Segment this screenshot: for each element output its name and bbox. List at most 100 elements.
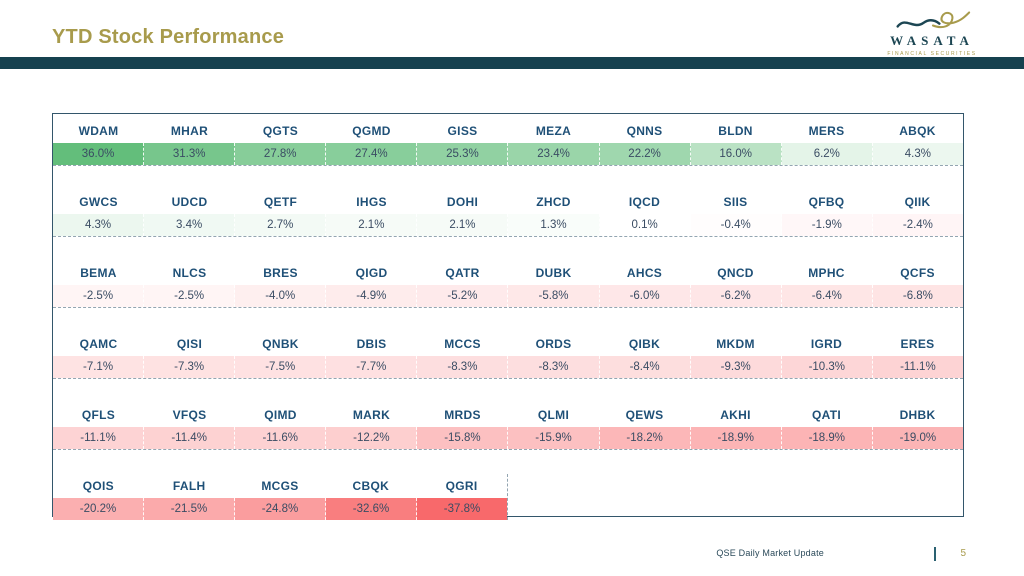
ticker-label: MPHC — [808, 266, 845, 280]
wasata-wave-icon — [896, 11, 971, 29]
value-cell: -4.9% — [326, 285, 418, 307]
value-cell: 4.3% — [872, 143, 963, 165]
ticker-label: ZHCD — [536, 195, 571, 209]
ticker-label: QEWS — [625, 408, 664, 422]
ticker-label: AHCS — [626, 266, 663, 280]
value-cell: 22.2% — [599, 143, 691, 165]
ticker-label: VFQS — [172, 408, 207, 422]
value-cell: -0.4% — [690, 214, 782, 236]
value-row: -11.1% -11.4% -11.6% -12.2% -15.8% -15.9% -18.… — [53, 427, 963, 450]
ticker-label: QATR — [445, 266, 480, 280]
ticker-label: CBQK — [352, 479, 390, 493]
ticker-label: IQCD — [628, 195, 661, 209]
value-row: -20.2% -21.5% -24.8% -32.6% -37.8% — [53, 498, 507, 520]
ticker-label: SIIS — [723, 195, 748, 209]
value-cell: 23.4% — [508, 143, 600, 165]
ticker-label: MCGS — [261, 479, 299, 493]
value-cell: -2.5% — [53, 285, 145, 307]
value-cell: -8.3% — [417, 356, 509, 378]
ticker-label: QIBK — [628, 337, 661, 351]
ticker-label: QNBK — [262, 337, 299, 351]
performance-band: QFLS VFQS QIMD MARK MRDS QLMI QEWS AKHI QATI DHBK… — [53, 403, 963, 450]
ticker-label: QNNS — [626, 124, 663, 138]
value-cell: 27.4% — [326, 143, 418, 165]
value-cell: -19.0% — [872, 427, 963, 449]
value-cell: -10.3% — [781, 356, 873, 378]
ticker-label: QGRI — [445, 479, 478, 493]
ticker-label: MEZA — [535, 124, 572, 138]
page-title: YTD Stock Performance — [52, 26, 285, 48]
value-cell: 27.8% — [235, 143, 327, 165]
ticker-label: MRDS — [444, 408, 481, 422]
value-cell: -11.1% — [872, 356, 963, 378]
value-cell: 1.3% — [508, 214, 600, 236]
logo-wordmark: WASATA — [890, 33, 974, 48]
value-cell: 4.3% — [53, 214, 145, 236]
ticker-label: QCFS — [900, 266, 935, 280]
ticker-label: GWCS — [79, 195, 118, 209]
value-row: -7.1% -7.3% -7.5% -7.7% -8.3% -8.3% -8.4% -9.3%… — [53, 356, 963, 379]
ticker-label: QATI — [812, 408, 841, 422]
ticker-label: ABQK — [899, 124, 936, 138]
value-cell: -15.9% — [508, 427, 600, 449]
ticker-label: IGRD — [810, 337, 843, 351]
value-cell: 6.2% — [781, 143, 873, 165]
value-cell: 2.1% — [326, 214, 418, 236]
performance-band: QOIS FALH MCGS CBQK QGRI -20.2% -21.5% -24.8% -3… — [53, 474, 508, 520]
ticker-label: QLMI — [537, 408, 570, 422]
ticker-label: DBIS — [356, 337, 387, 351]
ticker-row: WDAM MHAR QGTS QGMD GISS MEZA QNNS BLDN MERS ABQK — [53, 119, 963, 143]
ticker-label: QFBQ — [808, 195, 845, 209]
ticker-label: ERES — [900, 337, 935, 351]
ticker-label: QIIK — [904, 195, 931, 209]
performance-table: WDAM MHAR QGTS QGMD GISS MEZA QNNS BLDN MERS ABQK… — [52, 113, 964, 520]
ticker-label: FALH — [172, 479, 206, 493]
value-row: 4.3% 3.4% 2.7% 2.1% 2.1% 1.3% 0.1% -0.4% -1.9% -2… — [53, 214, 963, 237]
value-cell: -20.2% — [53, 498, 144, 520]
value-cell: -9.3% — [690, 356, 782, 378]
ticker-label: DOHI — [446, 195, 479, 209]
ticker-label: WDAM — [78, 124, 119, 138]
performance-band: QAMC QISI QNBK DBIS MCCS ORDS QIBK MKDM IGRD ERES… — [53, 332, 963, 379]
footer-divider — [934, 547, 936, 561]
value-cell: 31.3% — [144, 143, 236, 165]
value-cell: -24.8% — [235, 498, 326, 520]
ticker-label: QFLS — [81, 408, 116, 422]
ticker-label: QOIS — [82, 479, 114, 493]
value-cell: 25.3% — [417, 143, 509, 165]
ticker-label: QAMC — [79, 337, 118, 351]
ticker-label: QIGD — [355, 266, 388, 280]
value-cell: -7.1% — [53, 356, 145, 378]
title-accent-bar — [0, 57, 1024, 69]
ticker-label: UDCD — [171, 195, 208, 209]
ticker-label: ORDS — [535, 337, 572, 351]
value-cell: -6.4% — [781, 285, 873, 307]
value-cell: -18.9% — [781, 427, 873, 449]
value-cell: -7.3% — [144, 356, 236, 378]
ticker-label: DHBK — [899, 408, 936, 422]
value-cell: 2.7% — [235, 214, 327, 236]
ticker-label: MHAR — [170, 124, 209, 138]
value-cell: -8.3% — [508, 356, 600, 378]
wasata-logo: WASATA FINANCIAL SECURITIES — [864, 6, 1000, 57]
value-cell: -18.2% — [599, 427, 691, 449]
value-cell: -11.4% — [144, 427, 236, 449]
ticker-label: MARK — [352, 408, 391, 422]
performance-band: WDAM MHAR QGTS QGMD GISS MEZA QNNS BLDN MERS ABQK… — [53, 119, 963, 166]
value-cell: -7.7% — [326, 356, 418, 378]
ticker-label: NLCS — [172, 266, 207, 280]
value-cell: -7.5% — [235, 356, 327, 378]
value-cell: -2.4% — [872, 214, 963, 236]
ticker-label: QGMD — [352, 124, 391, 138]
value-cell: -12.2% — [326, 427, 418, 449]
value-cell: -6.8% — [872, 285, 963, 307]
footer-label: QSE Daily Market Update — [716, 548, 824, 558]
ticker-label: BEMA — [80, 266, 117, 280]
ticker-row: QAMC QISI QNBK DBIS MCCS ORDS QIBK MKDM IGRD ERES — [53, 332, 963, 356]
ticker-label: AKHI — [720, 408, 751, 422]
value-cell: 3.4% — [144, 214, 236, 236]
value-cell: -15.8% — [417, 427, 509, 449]
ticker-label: QNCD — [717, 266, 754, 280]
ticker-label: QGTS — [262, 124, 299, 138]
value-cell: -6.2% — [690, 285, 782, 307]
